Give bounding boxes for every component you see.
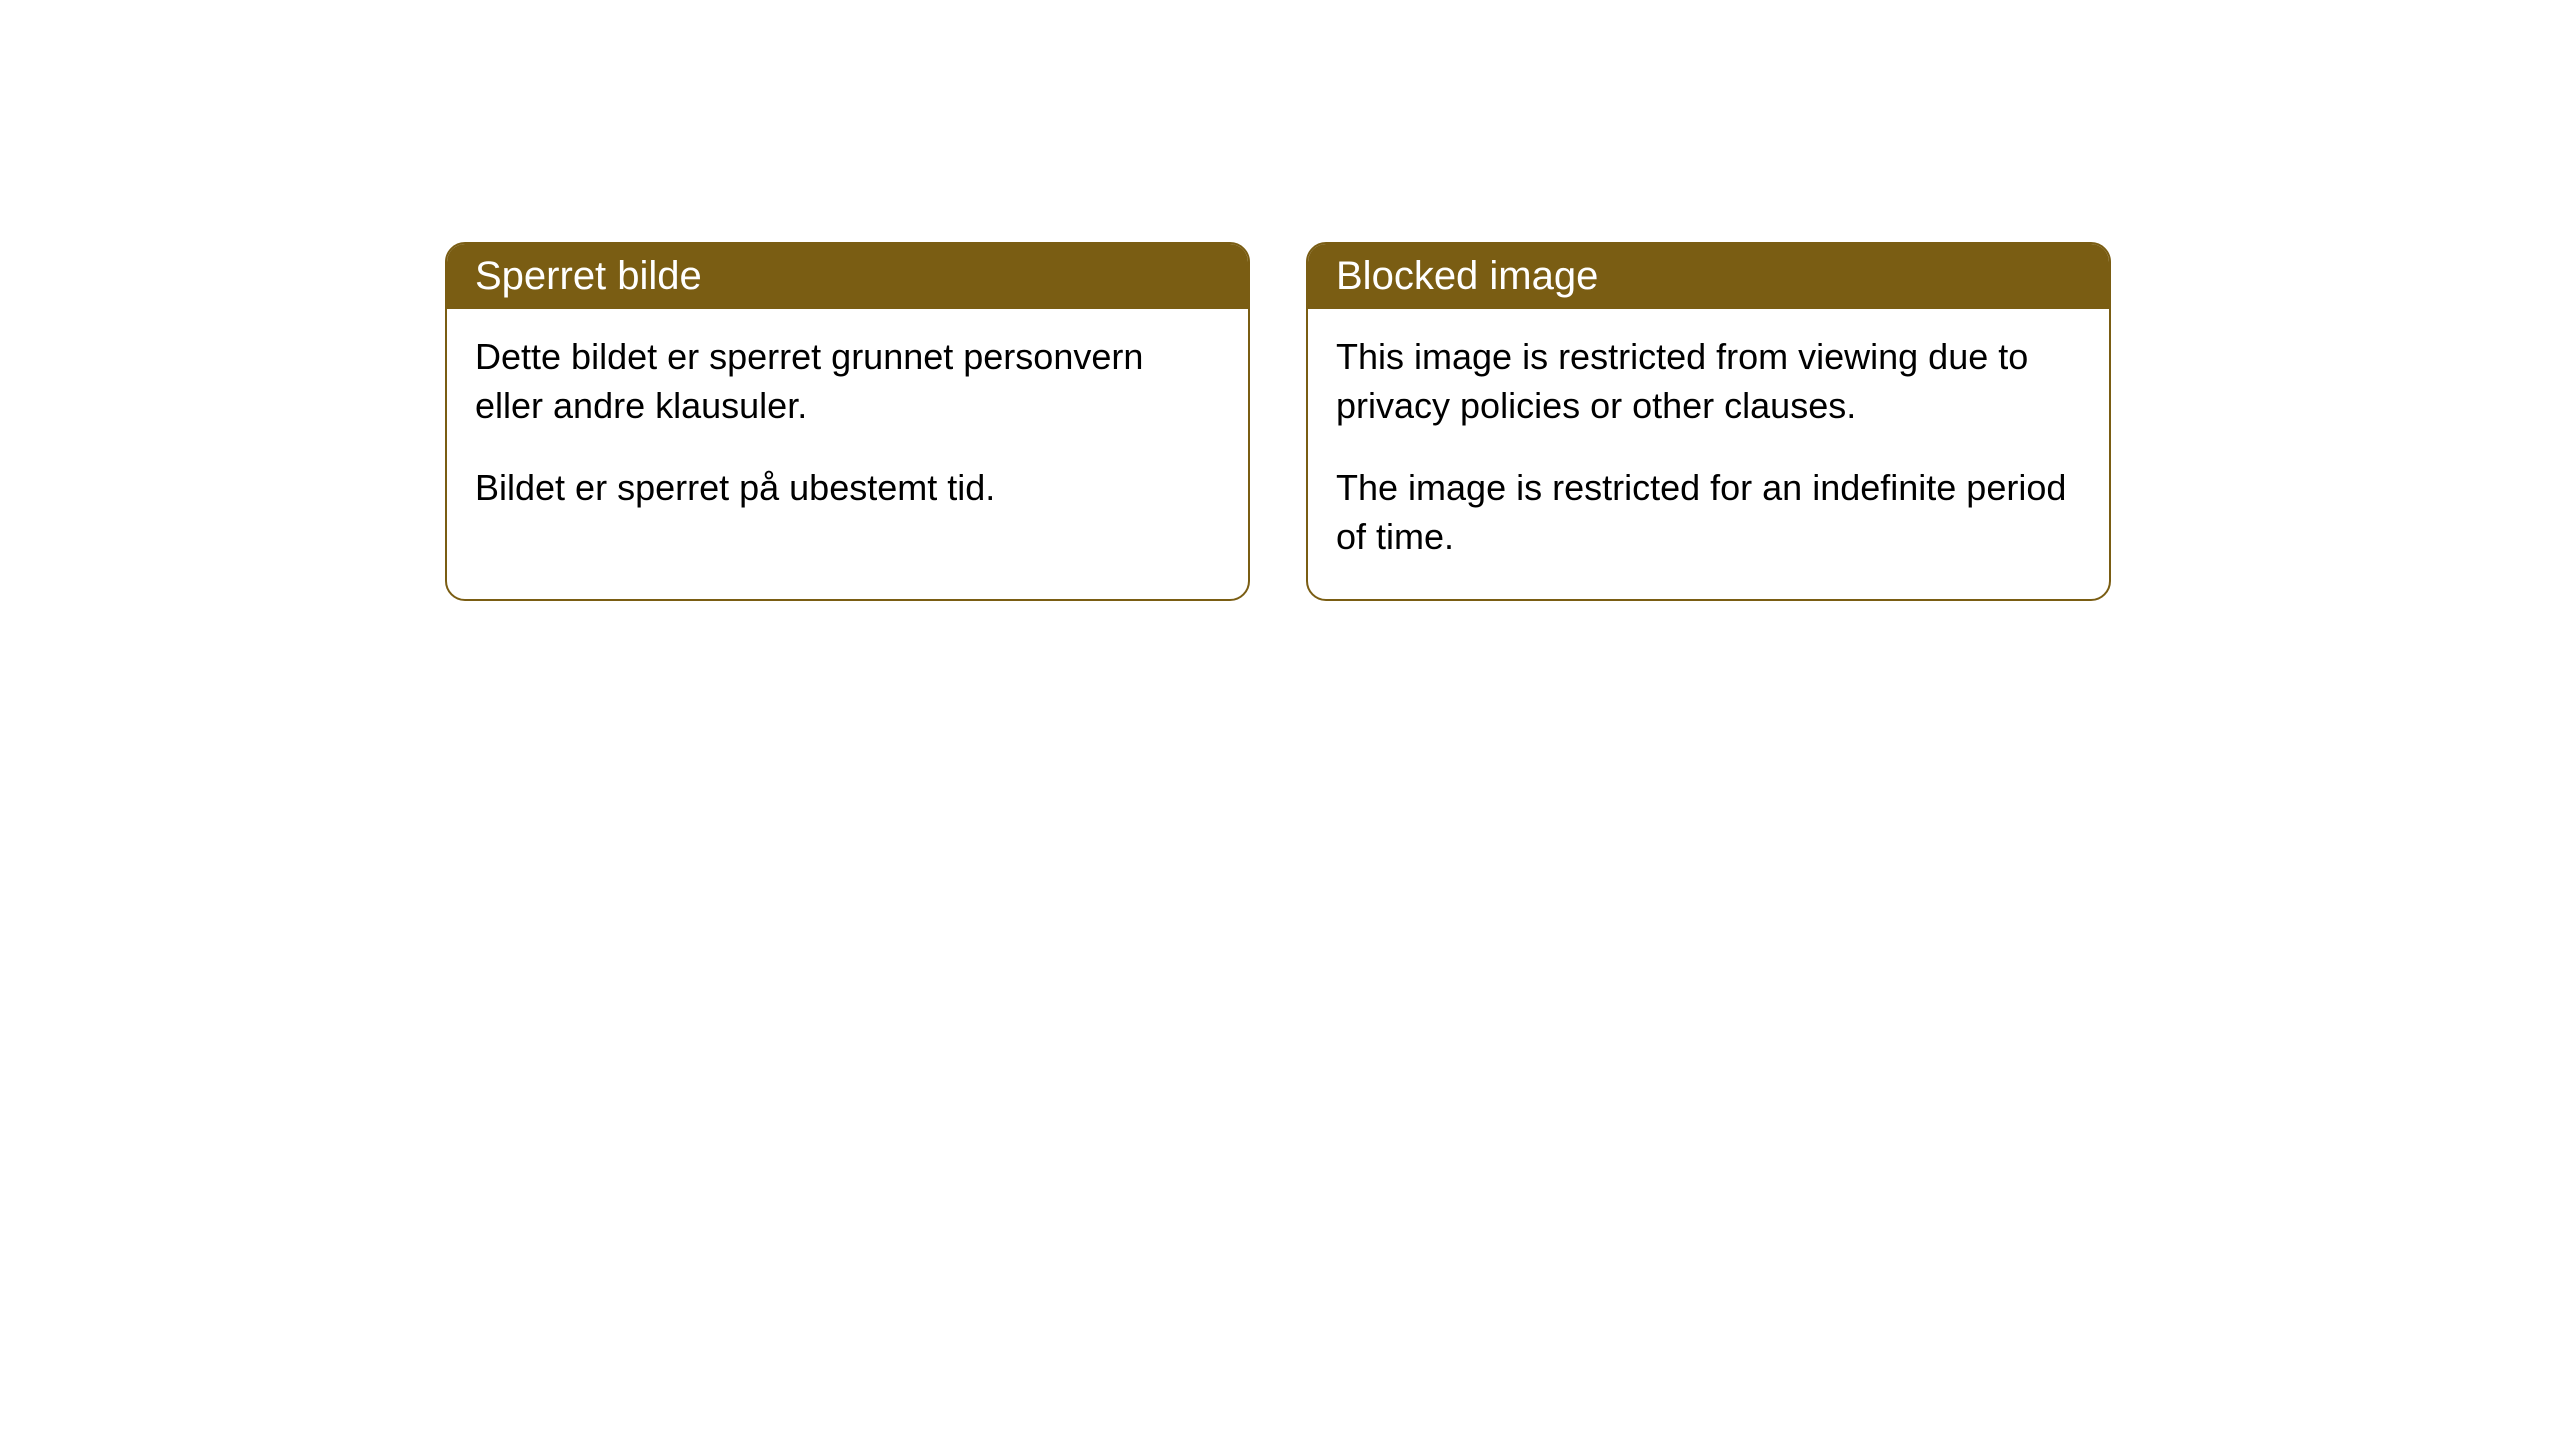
notice-cards-container: Sperret bilde Dette bildet er sperret gr… xyxy=(0,0,2560,601)
card-body-norwegian: Dette bildet er sperret grunnet personve… xyxy=(447,309,1248,551)
card-text-norwegian-1: Dette bildet er sperret grunnet personve… xyxy=(475,333,1220,430)
card-header-norwegian: Sperret bilde xyxy=(447,244,1248,309)
card-body-english: This image is restricted from viewing du… xyxy=(1308,309,2109,599)
card-text-english-2: The image is restricted for an indefinit… xyxy=(1336,464,2081,561)
card-header-english: Blocked image xyxy=(1308,244,2109,309)
notice-card-norwegian: Sperret bilde Dette bildet er sperret gr… xyxy=(445,242,1250,601)
notice-card-english: Blocked image This image is restricted f… xyxy=(1306,242,2111,601)
card-text-norwegian-2: Bildet er sperret på ubestemt tid. xyxy=(475,464,1220,513)
card-text-english-1: This image is restricted from viewing du… xyxy=(1336,333,2081,430)
